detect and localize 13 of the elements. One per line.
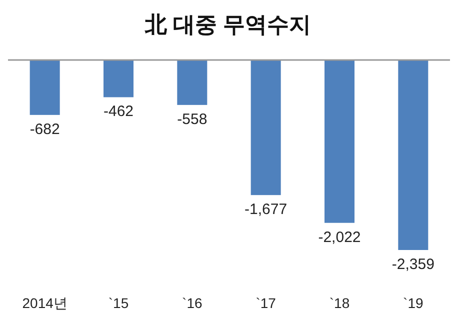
x-tick-label: `18: [329, 295, 350, 311]
chart-title: 北 대중 무역수지: [144, 12, 312, 37]
data-label: -2,359: [392, 256, 434, 273]
data-label: -462: [103, 103, 134, 120]
x-tick-label: `19: [403, 295, 424, 311]
x-tick-label: `15: [108, 295, 129, 311]
x-tick-label: `17: [256, 295, 276, 311]
data-label: -558: [177, 110, 208, 128]
data-label: -1,677: [244, 201, 288, 218]
data-label: -682: [30, 120, 60, 138]
x-tick-label: `16: [182, 295, 202, 311]
data-label: -2,022: [318, 228, 361, 246]
x-tick-label: 2014년: [22, 295, 68, 311]
